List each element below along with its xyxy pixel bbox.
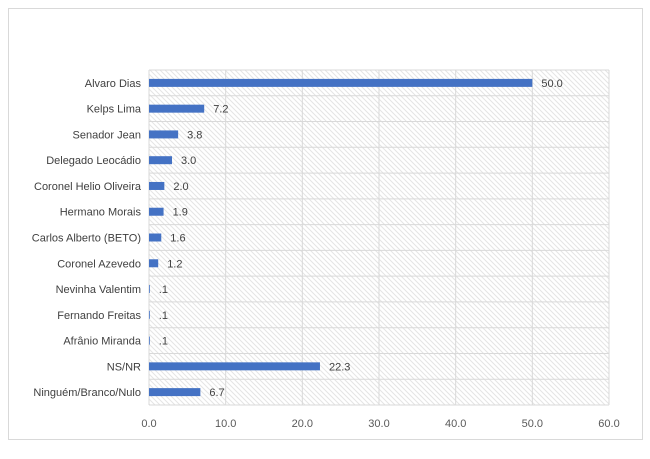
data-label: 50.0 bbox=[541, 78, 562, 90]
category-label: Senador Jean bbox=[73, 129, 142, 141]
category-label: Hermano Morais bbox=[60, 207, 142, 219]
bar bbox=[149, 78, 533, 87]
data-label: 6.7 bbox=[209, 387, 224, 399]
bars bbox=[149, 78, 533, 397]
category-label: Carlos Alberto (BETO) bbox=[32, 233, 141, 245]
bar bbox=[149, 388, 201, 397]
category-label: NS/NR bbox=[107, 361, 141, 373]
category-label: Coronel Azevedo bbox=[57, 258, 141, 270]
bar bbox=[149, 285, 150, 294]
category-label: Ninguém/Branco/Nulo bbox=[33, 387, 141, 399]
data-label: .1 bbox=[159, 336, 168, 348]
x-tick-label: 20.0 bbox=[292, 418, 313, 430]
bar-chart: Alvaro Dias Kelps Lima Senador Jean Delegad… bbox=[32, 69, 620, 430]
x-tick-label: 40.0 bbox=[445, 418, 466, 430]
bar bbox=[149, 259, 159, 268]
bar bbox=[149, 104, 205, 113]
bar bbox=[149, 207, 164, 216]
category-label: Afrânio Miranda bbox=[63, 336, 142, 348]
data-label: 1.6 bbox=[170, 233, 185, 245]
x-tick-label: 50.0 bbox=[522, 418, 543, 430]
data-label: 1.9 bbox=[173, 207, 188, 219]
bar bbox=[149, 156, 172, 165]
category-label: Delegado Leocádio bbox=[46, 155, 141, 167]
data-label: 2.0 bbox=[173, 181, 188, 193]
bar bbox=[149, 310, 150, 319]
gridlines bbox=[148, 69, 610, 406]
data-label: 3.0 bbox=[181, 155, 196, 167]
x-axis-ticks: 0.0 10.0 20.0 30.0 40.0 50.0 60.0 bbox=[141, 418, 619, 430]
data-label: 1.2 bbox=[167, 258, 182, 270]
category-label: Alvaro Dias bbox=[85, 78, 142, 90]
category-labels: Alvaro Dias Kelps Lima Senador Jean Delegad… bbox=[32, 78, 142, 399]
bar bbox=[149, 233, 162, 242]
bar bbox=[149, 362, 320, 371]
x-tick-label: 30.0 bbox=[368, 418, 389, 430]
data-label: .1 bbox=[159, 284, 168, 296]
bar bbox=[149, 130, 179, 139]
x-tick-label: 0.0 bbox=[141, 418, 156, 430]
x-tick-label: 10.0 bbox=[215, 418, 236, 430]
bar bbox=[149, 181, 165, 190]
bar bbox=[149, 336, 150, 345]
category-label: Fernando Freitas bbox=[57, 310, 141, 322]
x-tick-label: 60.0 bbox=[598, 418, 619, 430]
chart-frame: Alvaro Dias Kelps Lima Senador Jean Delegad… bbox=[8, 8, 643, 440]
value-labels: 50.0 7.2 3.8 3.0 2.0 1.9 1.6 1.2 .1 .1 .1 22.3 6.7 bbox=[159, 78, 563, 399]
category-label: Nevinha Valentim bbox=[56, 284, 141, 296]
category-label: Coronel Helio Oliveira bbox=[34, 181, 142, 193]
category-label: Kelps Lima bbox=[87, 104, 142, 116]
data-label: 3.8 bbox=[187, 129, 202, 141]
data-label: .1 bbox=[159, 310, 168, 322]
data-label: 7.2 bbox=[213, 104, 228, 116]
data-label: 22.3 bbox=[329, 361, 350, 373]
